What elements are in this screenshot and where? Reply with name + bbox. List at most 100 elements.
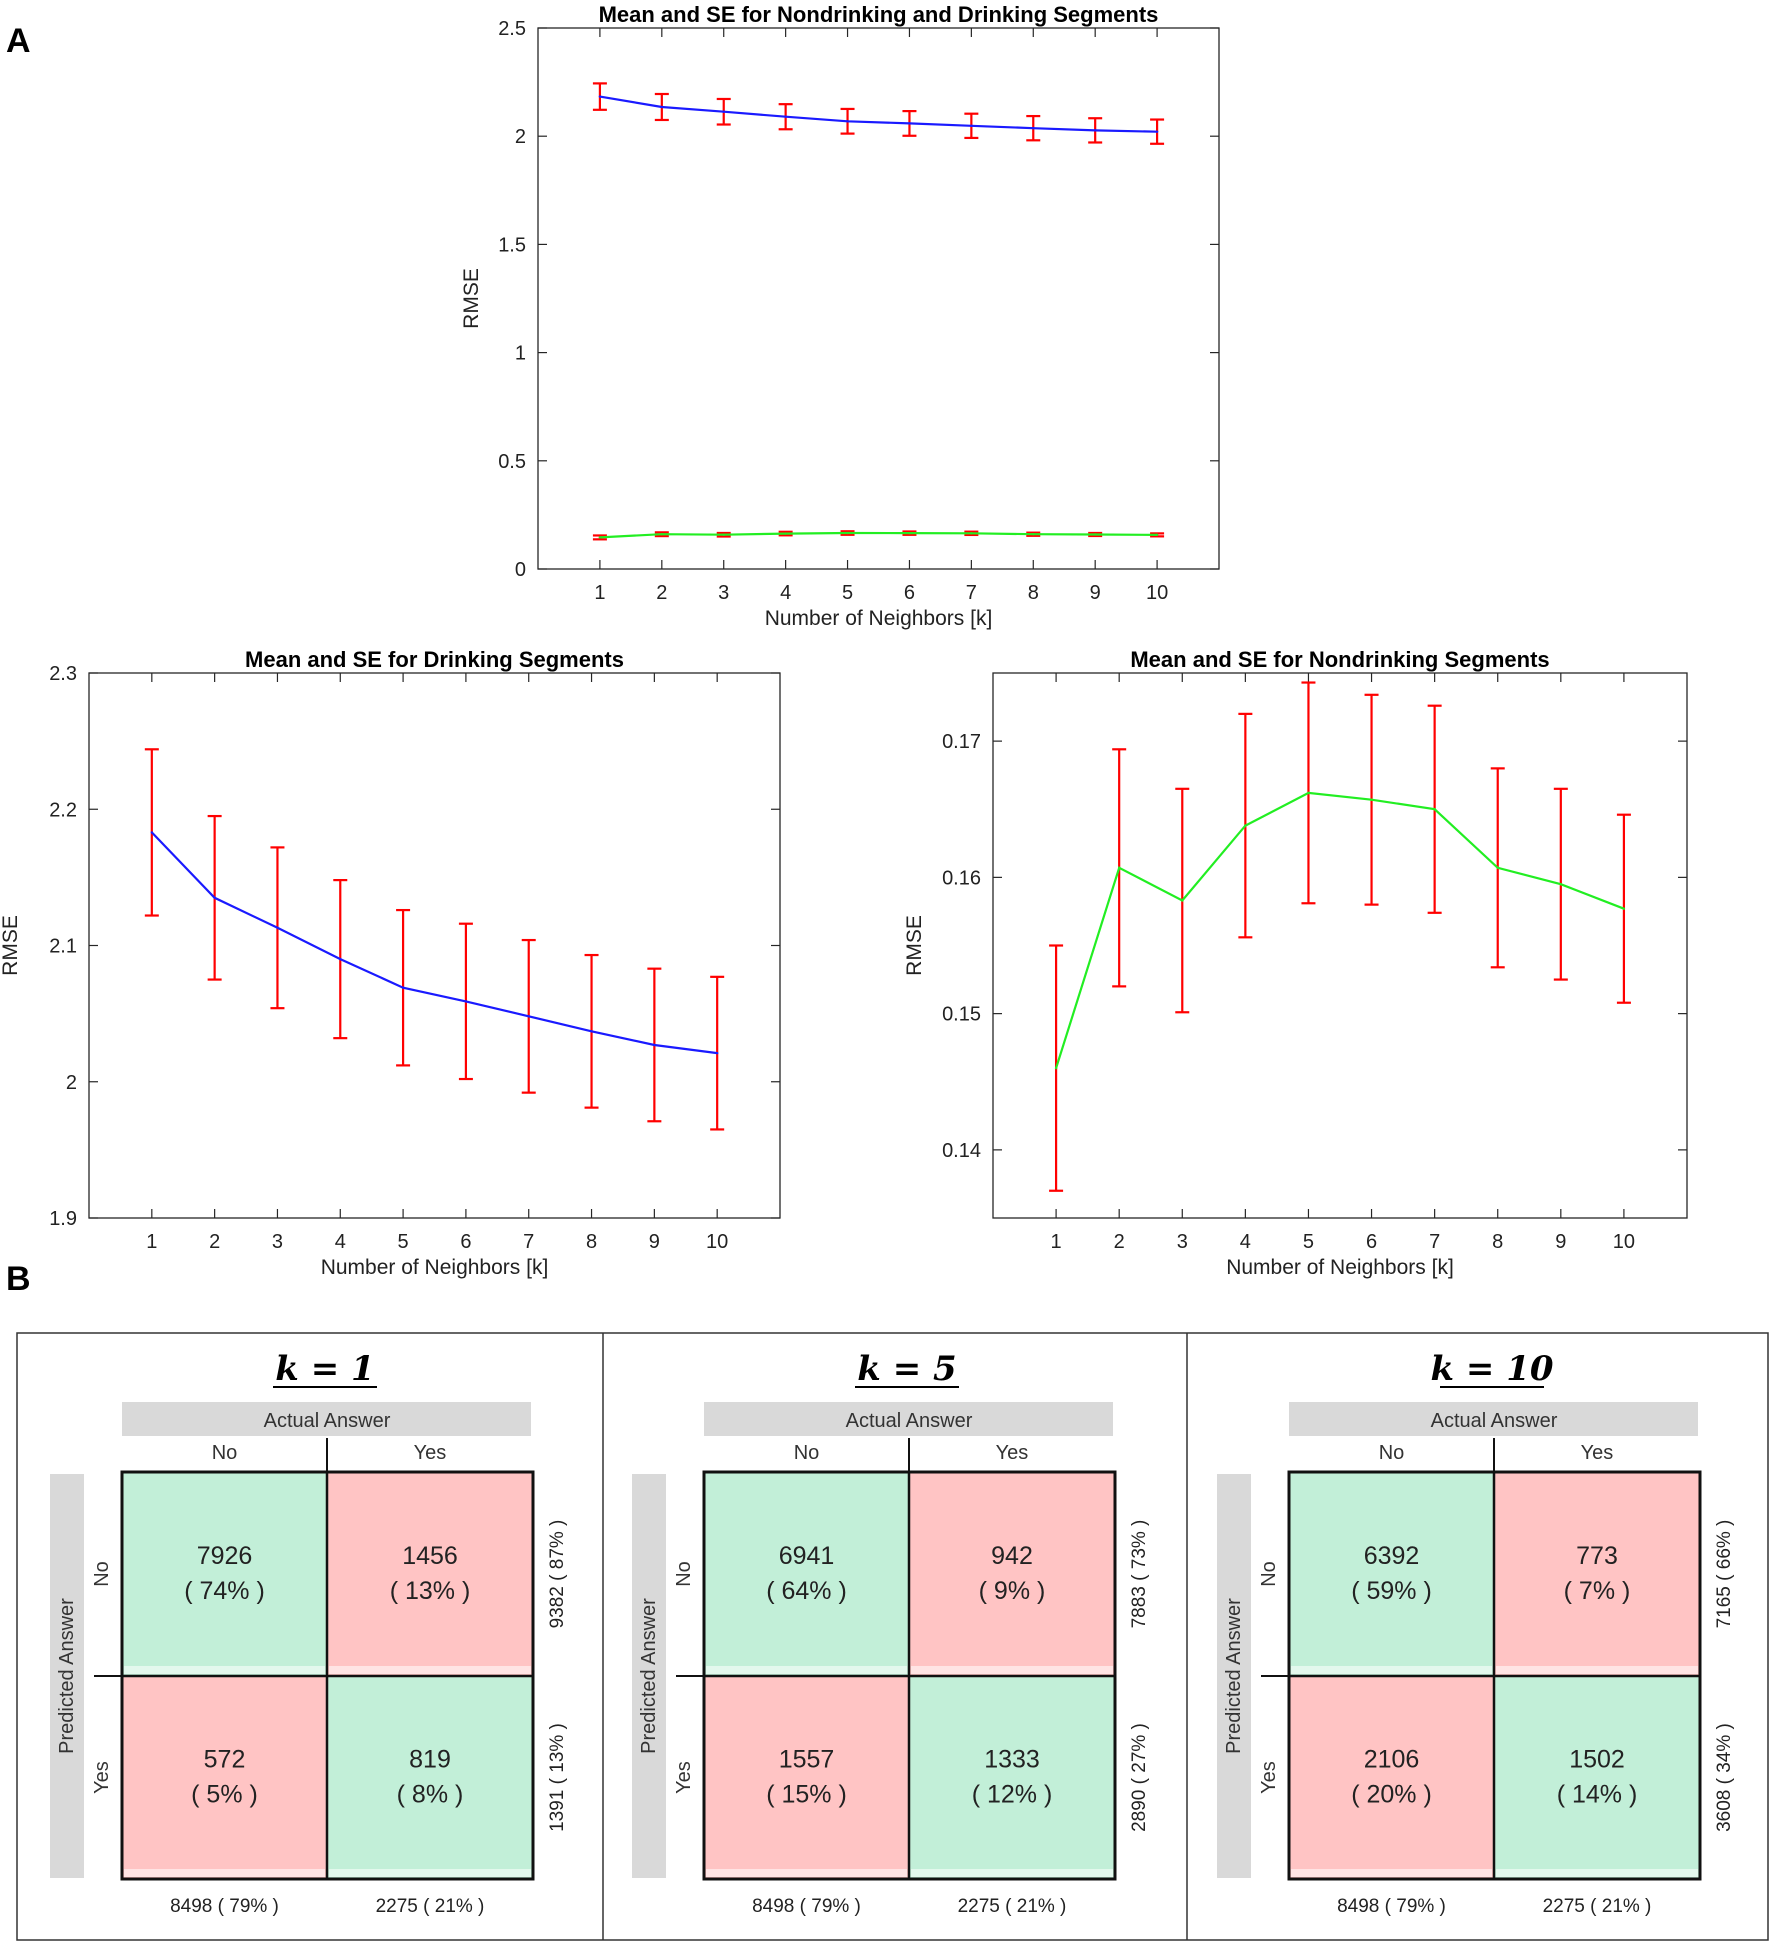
series-line-1 <box>1055 791 1625 1069</box>
row-total-no: 7165 ( 66% ) <box>1714 1520 1735 1629</box>
chart-title: Mean and SE for Nondrinking Segments <box>1130 647 1549 672</box>
y-tick-label: 2.5 <box>498 18 526 40</box>
x-tick-label: 2 <box>209 1231 220 1253</box>
cell-percent: ( 9% ) <box>979 1577 1046 1605</box>
row-label-no: No <box>673 1561 695 1587</box>
cell-count: 1557 <box>779 1746 835 1774</box>
row-total-no: 9382 ( 87% ) <box>547 1520 568 1629</box>
matrix-title: k = 10 <box>1430 1349 1553 1389</box>
x-tick-label: 3 <box>1177 1231 1188 1253</box>
matrix-cell-wrong <box>1289 1676 1494 1879</box>
data-point <box>1181 899 1184 902</box>
x-tick-label: 6 <box>1366 1231 1377 1253</box>
x-tick-label: 1 <box>1051 1231 1062 1253</box>
predicted-answer-bar <box>50 1474 84 1878</box>
row-label-yes: Yes <box>1258 1761 1280 1794</box>
data-point <box>213 896 216 900</box>
x-axis-label: Number of Neighbors [k] <box>321 1256 549 1279</box>
x-axis-label: Number of Neighbors [k] <box>765 607 993 630</box>
row-total-yes: 2890 ( 27% ) <box>1129 1723 1150 1832</box>
cell-bevel <box>1496 1666 1698 1674</box>
data-point <box>784 115 787 118</box>
matrix-cell-correct <box>1494 1676 1700 1879</box>
cell-percent: ( 15% ) <box>766 1781 847 1809</box>
data-point <box>784 532 787 535</box>
row-total-yes: 3608 ( 34% ) <box>1714 1723 1735 1832</box>
data-point <box>1093 533 1097 536</box>
actual-answer-label: Actual Answer <box>264 1410 391 1432</box>
predicted-answer-bar <box>1217 1474 1251 1878</box>
data-point <box>908 531 911 535</box>
matrix-cell-wrong <box>327 1472 533 1676</box>
data-point <box>339 957 342 961</box>
matrix-cell-wrong <box>122 1676 327 1879</box>
data-point <box>401 986 405 989</box>
cell-bevel <box>1291 1666 1492 1674</box>
row-total-no: 7883 ( 73% ) <box>1129 1520 1150 1629</box>
data-point <box>150 831 154 834</box>
cell-bevel <box>124 1666 325 1674</box>
data-point <box>722 533 725 536</box>
cell-percent: ( 64% ) <box>766 1577 847 1605</box>
cell-bevel <box>1291 1869 1492 1877</box>
x-tick-label: 9 <box>1555 1231 1566 1253</box>
matrix-cell-correct <box>122 1472 327 1676</box>
y-tick-label: 2 <box>66 1072 77 1094</box>
row-label-no: No <box>91 1561 113 1587</box>
column-label-yes: Yes <box>1581 1442 1614 1464</box>
data-point <box>1433 808 1436 811</box>
matrix-cell-correct <box>1289 1472 1494 1676</box>
predicted-answer-label: Predicted Answer <box>1223 1598 1245 1754</box>
row-total-yes: 1391 ( 13% ) <box>547 1723 568 1832</box>
matrix-title: k = 1 <box>275 1349 374 1389</box>
plot-frame <box>992 672 1688 1219</box>
data-point <box>590 1030 593 1033</box>
y-tick-label: 0.15 <box>942 1004 981 1026</box>
column-total-yes: 2275 ( 21% ) <box>958 1896 1067 1917</box>
row-label-no: No <box>1258 1561 1280 1587</box>
x-tick-label: 7 <box>966 582 977 604</box>
cell-bevel <box>706 1666 907 1674</box>
x-tick-label: 9 <box>649 1231 660 1253</box>
x-tick-label: 5 <box>1303 1231 1314 1253</box>
cell-percent: ( 5% ) <box>191 1781 258 1809</box>
x-tick-label: 8 <box>586 1231 597 1253</box>
x-tick-label: 1 <box>594 582 605 604</box>
data-point <box>1032 126 1035 130</box>
confusion-matrices-panel-b: k = 1 Actual Answer No Yes Predicted Answer N… <box>16 1332 1769 1941</box>
data-point <box>846 531 849 535</box>
matrix-cell-wrong <box>1494 1472 1700 1676</box>
data-point <box>1054 1066 1058 1070</box>
cell-percent: ( 12% ) <box>972 1781 1053 1809</box>
y-axis-label: RMSE <box>903 915 926 976</box>
x-tick-label: 2 <box>1114 1231 1125 1253</box>
x-tick-label: 6 <box>460 1231 471 1253</box>
data-point <box>1117 866 1121 870</box>
data-point <box>1032 533 1035 536</box>
matrix-cell-wrong <box>909 1472 1115 1676</box>
x-tick-label: 5 <box>842 582 853 604</box>
data-point <box>1155 130 1159 133</box>
data-point <box>527 1015 530 1018</box>
column-label-no: No <box>212 1442 238 1464</box>
cell-percent: ( 7% ) <box>1564 1577 1631 1605</box>
cell-count: 6941 <box>779 1542 835 1570</box>
data-point <box>970 532 973 535</box>
data-point <box>1496 866 1499 870</box>
y-tick-label: 1 <box>515 343 526 365</box>
data-point <box>660 105 664 109</box>
x-tick-label: 4 <box>1240 1231 1251 1253</box>
cell-count: 6392 <box>1364 1542 1420 1570</box>
predicted-answer-label: Predicted Answer <box>638 1598 660 1754</box>
x-tick-label: 4 <box>780 582 791 604</box>
y-tick-label: 0.5 <box>498 451 526 473</box>
x-tick-label: 8 <box>1028 582 1039 604</box>
row-label-yes: Yes <box>91 1761 113 1794</box>
chart-title: Mean and SE for Drinking Segments <box>245 647 624 672</box>
data-point <box>598 536 602 539</box>
cell-count: 1502 <box>1569 1746 1625 1774</box>
predicted-answer-bar <box>632 1474 666 1878</box>
rmse-chart-2: 1 2 3 4 5 6 7 8 9 10 1.9 2 2.1 2.2 2.3 Mean and SE for … <box>0 647 781 1279</box>
x-tick-label: 7 <box>523 1231 534 1253</box>
cell-bevel <box>911 1869 1113 1877</box>
